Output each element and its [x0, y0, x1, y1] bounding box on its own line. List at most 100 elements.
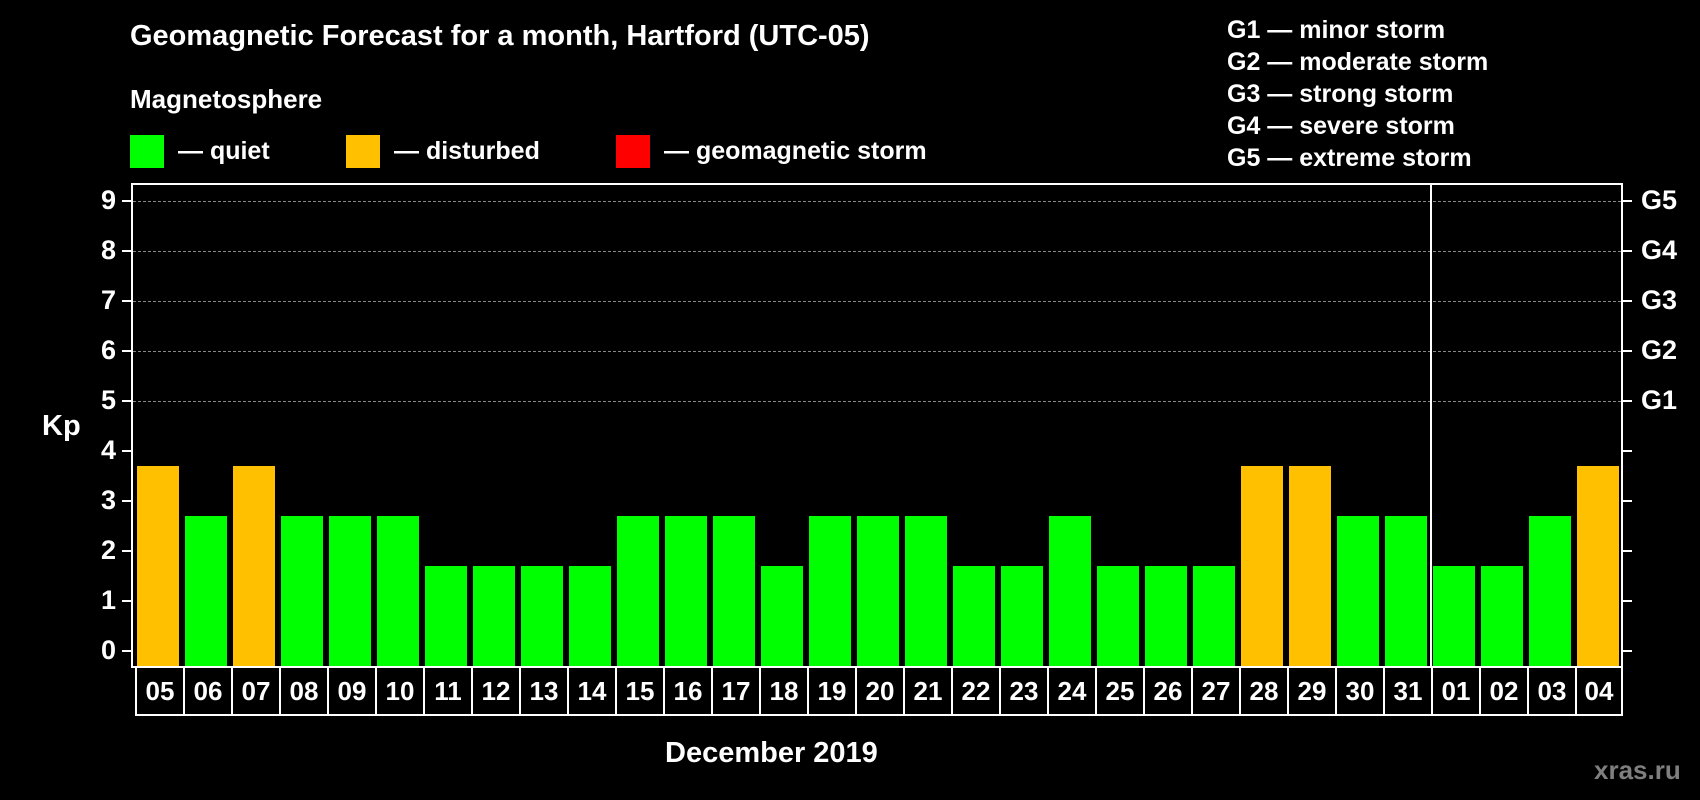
quiet-swatch — [130, 134, 164, 168]
storm-level-g1: G1 — minor storm — [1227, 16, 1446, 44]
bar-07 — [233, 466, 275, 666]
bar-05 — [137, 466, 179, 666]
gridline — [133, 351, 1621, 352]
x-tick-label: 20 — [855, 668, 903, 716]
x-tick-label: 18 — [759, 668, 807, 716]
bar-06 — [185, 516, 227, 666]
x-tick-label: 14 — [567, 668, 615, 716]
bar-22 — [953, 566, 995, 666]
y-tick-right — [1623, 400, 1632, 402]
y-tick-left — [122, 200, 131, 202]
plot-area — [131, 183, 1623, 668]
bar-14 — [569, 566, 611, 666]
y-tick-left — [122, 250, 131, 252]
right-storm-label: G3 — [1641, 285, 1678, 315]
x-tick-label: 02 — [1479, 668, 1527, 716]
y-tick-label: 1 — [100, 585, 116, 615]
x-tick-label: 27 — [1191, 668, 1239, 716]
y-tick-left — [122, 600, 131, 602]
bar-11 — [425, 566, 467, 666]
storm-level-g4: G4 — severe storm — [1227, 112, 1455, 140]
x-axis-label: December 2019 — [665, 737, 878, 769]
x-tick-label: 15 — [615, 668, 663, 716]
legend-disturbed-label: — disturbed — [394, 136, 540, 165]
bar-25 — [1097, 566, 1139, 666]
y-axis-label: Kp — [42, 410, 81, 442]
y-tick-left — [122, 400, 131, 402]
x-tick-label: 22 — [951, 668, 999, 716]
y-tick-left — [122, 450, 131, 452]
storm-level-g2: G2 — moderate storm — [1227, 48, 1489, 76]
x-tick-label: 25 — [1095, 668, 1143, 716]
bar-28 — [1241, 466, 1283, 666]
bar-02 — [1481, 566, 1523, 666]
x-tick-label: 05 — [135, 668, 183, 716]
x-tick-label: 16 — [663, 668, 711, 716]
bar-30 — [1337, 516, 1379, 666]
y-tick-label: 4 — [100, 435, 116, 465]
bar-13 — [521, 566, 563, 666]
right-storm-label: G1 — [1641, 385, 1678, 415]
x-tick-label: 10 — [375, 668, 423, 716]
right-storm-label: G4 — [1641, 235, 1678, 265]
disturbed-swatch — [346, 134, 380, 168]
legend-heading: Magnetosphere — [130, 84, 323, 114]
y-tick-label: 9 — [100, 185, 116, 215]
bar-23 — [1001, 566, 1043, 666]
y-tick-label: 6 — [100, 335, 116, 365]
bar-27 — [1193, 566, 1235, 666]
bar-04 — [1577, 466, 1619, 666]
right-storm-label: G2 — [1641, 335, 1678, 365]
x-tick-label: 08 — [279, 668, 327, 716]
y-tick-right — [1623, 250, 1632, 252]
storm-swatch — [616, 134, 650, 168]
bar-18 — [761, 566, 803, 666]
chart-title: Geomagnetic Forecast for a month, Hartfo… — [130, 20, 870, 52]
gridline — [133, 201, 1621, 202]
x-tick-label: 19 — [807, 668, 855, 716]
x-tick-label: 12 — [471, 668, 519, 716]
gridline — [133, 301, 1621, 302]
legend-quiet: — quiet — [130, 134, 270, 168]
gridline — [133, 401, 1621, 402]
bar-08 — [281, 516, 323, 666]
y-tick-label: 3 — [100, 485, 116, 515]
bar-21 — [905, 516, 947, 666]
bar-16 — [665, 516, 707, 666]
y-tick-left — [122, 350, 131, 352]
bar-29 — [1289, 466, 1331, 666]
bar-31 — [1385, 516, 1427, 666]
bar-10 — [377, 516, 419, 666]
bar-03 — [1529, 516, 1571, 666]
y-tick-label: 7 — [100, 285, 116, 315]
bar-01 — [1433, 566, 1475, 666]
x-tick-label: 21 — [903, 668, 951, 716]
y-tick-right — [1623, 500, 1632, 502]
x-tick-label: 07 — [231, 668, 279, 716]
y-tick-left — [122, 550, 131, 552]
x-tick-label: 13 — [519, 668, 567, 716]
right-storm-label: G5 — [1641, 185, 1678, 215]
bar-20 — [857, 516, 899, 666]
y-tick-right — [1623, 600, 1632, 602]
storm-level-g3: G3 — strong storm — [1227, 80, 1454, 108]
x-tick-label: 30 — [1335, 668, 1383, 716]
bar-17 — [713, 516, 755, 666]
month-separator — [1430, 183, 1432, 668]
x-tick-label: 03 — [1527, 668, 1575, 716]
x-tick-label: 17 — [711, 668, 759, 716]
x-tick-label: 01 — [1431, 668, 1479, 716]
y-tick-right — [1623, 550, 1632, 552]
x-tick-label: 06 — [183, 668, 231, 716]
bar-24 — [1049, 516, 1091, 666]
storm-level-g5: G5 — extreme storm — [1227, 144, 1472, 172]
x-tick-label: 28 — [1239, 668, 1287, 716]
y-tick-left — [122, 300, 131, 302]
bar-19 — [809, 516, 851, 666]
y-tick-label: 5 — [100, 385, 116, 415]
y-tick-right — [1623, 450, 1632, 452]
y-tick-right — [1623, 300, 1632, 302]
bar-12 — [473, 566, 515, 666]
y-tick-left — [122, 650, 131, 652]
watermark: xras.ru — [1594, 755, 1681, 785]
